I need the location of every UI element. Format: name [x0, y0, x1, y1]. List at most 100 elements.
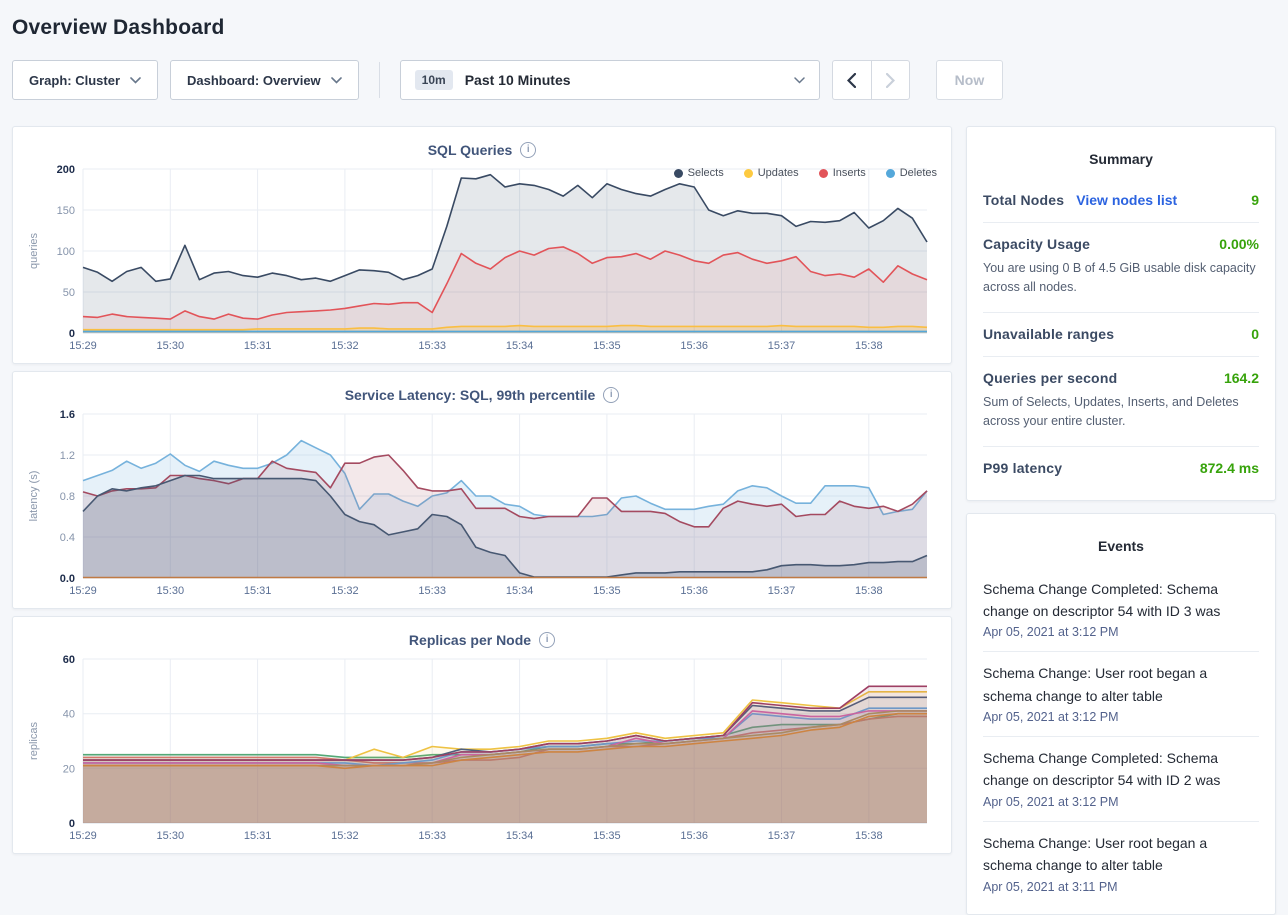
svg-text:60: 60 [63, 654, 75, 666]
event-item: Schema Change: User root began a schema … [983, 652, 1259, 738]
time-prev-button[interactable] [831, 60, 871, 100]
view-nodes-list-link[interactable]: View nodes list [1076, 192, 1178, 208]
summary-label: Capacity Usage [983, 236, 1091, 252]
svg-text:15:30: 15:30 [157, 585, 185, 597]
summary-row-total-nodes: Total Nodes View nodes list 9 [983, 179, 1259, 223]
replicas-per-node-chart-card: Replicas per Node i 15:29 15:30 15:31 15:32… [12, 616, 952, 854]
chevron-down-icon [330, 76, 342, 84]
legend-item-deletes[interactable]: Deletes [885, 167, 937, 179]
svg-text:15:31: 15:31 [244, 830, 272, 842]
svg-text:15:37: 15:37 [768, 340, 796, 352]
summary-label: Unavailable ranges [983, 325, 1115, 342]
now-button[interactable]: Now [935, 60, 1004, 100]
svg-text:1.2: 1.2 [60, 450, 75, 462]
legend-item-selects[interactable]: Selects [673, 167, 724, 179]
svg-text:20: 20 [63, 763, 75, 775]
svg-text:15:35: 15:35 [593, 585, 621, 597]
summary-row-queries-per-second: Queries per second 164.2 Sum of Selects,… [983, 357, 1259, 447]
sql-queries-chart[interactable]: 15:29 15:30 15:31 15:32 15:33 15:34 15:35 15:36… [25, 161, 939, 357]
event-timestamp: Apr 05, 2021 at 3:12 PM [983, 710, 1119, 725]
svg-text:15:35: 15:35 [593, 830, 621, 842]
legend-dot-icon [673, 168, 683, 178]
svg-text:15:37: 15:37 [768, 585, 796, 597]
svg-text:15:29: 15:29 [69, 585, 97, 597]
event-message[interactable]: Schema Change: User root began a schema … [983, 834, 1208, 874]
svg-text:15:38: 15:38 [855, 585, 883, 597]
svg-text:15:36: 15:36 [680, 830, 708, 842]
event-timestamp: Apr 05, 2021 at 3:12 PM [983, 794, 1119, 809]
legend-dot-icon [818, 168, 828, 178]
page-title: Overview Dashboard [12, 16, 225, 39]
svg-text:15:31: 15:31 [244, 585, 272, 597]
summary-label: Queries per second [983, 369, 1118, 386]
svg-text:15:29: 15:29 [69, 830, 97, 842]
svg-text:15:36: 15:36 [680, 340, 708, 352]
event-message[interactable]: Schema Change Completed: Schema change o… [983, 580, 1221, 619]
event-message[interactable]: Schema Change: User root began a schema … [983, 665, 1208, 704]
svg-text:150: 150 [57, 205, 75, 217]
svg-text:40: 40 [63, 709, 75, 721]
summary-row-p99-latency: P99 latency 872.4 ms [983, 447, 1259, 490]
svg-text:50: 50 [63, 287, 75, 299]
summary-label: Total Nodes [983, 192, 1065, 208]
svg-text:15:35: 15:35 [593, 340, 621, 352]
legend-item-updates[interactable]: Updates [743, 167, 799, 179]
svg-text:15:34: 15:34 [506, 585, 534, 597]
events-title: Events [1098, 537, 1144, 554]
svg-text:15:33: 15:33 [418, 585, 446, 597]
event-timestamp: Apr 05, 2021 at 3:12 PM [983, 625, 1119, 640]
info-icon[interactable]: i [603, 387, 620, 403]
time-next-button[interactable] [870, 60, 910, 100]
dashboard-content: SQL Queries i Selects Updates Inserts Delet… [12, 126, 1276, 915]
right-sidebar: Summary Total Nodes View nodes list 9 Ca… [966, 126, 1276, 915]
chevron-right-icon [885, 72, 895, 88]
svg-text:0: 0 [69, 818, 75, 830]
time-range-picker[interactable]: 10m Past 10 Minutes [399, 60, 820, 100]
svg-text:15:32: 15:32 [331, 830, 359, 842]
chart-title: Replicas per Node [408, 632, 532, 648]
chart-title-row: Replicas per Node i [25, 629, 939, 651]
event-timestamp: Apr 05, 2021 at 3:11 PM [983, 879, 1118, 894]
replicas-per-node-chart[interactable]: 15:29 15:30 15:31 15:32 15:33 15:34 15:35 15:36… [25, 651, 939, 847]
svg-text:200: 200 [57, 164, 75, 176]
summary-row-capacity-usage: Capacity Usage 0.00% You are using 0 B o… [983, 223, 1259, 313]
svg-text:latency (s): latency (s) [28, 471, 40, 522]
dashboard-dropdown[interactable]: Dashboard: Overview [170, 60, 359, 100]
chart-title: Service Latency: SQL, 99th percentile [344, 387, 596, 403]
summary-row-unavailable-ranges: Unavailable ranges 0 [983, 313, 1259, 357]
chart-title: SQL Queries [427, 142, 513, 158]
summary-value: 872.4 ms [1199, 459, 1259, 476]
dashboard-controls: Graph: Cluster Dashboard: Overview 10m P… [12, 60, 1276, 100]
service-latency-chart-card: Service Latency: SQL, 99th percentile i … [12, 371, 952, 609]
info-icon[interactable]: i [520, 142, 537, 158]
event-item: Schema Change Completed: Schema change o… [983, 737, 1259, 822]
svg-text:15:29: 15:29 [69, 340, 97, 352]
charts-column: SQL Queries i Selects Updates Inserts Delet… [12, 126, 952, 854]
time-nav-buttons [831, 60, 910, 100]
sql-queries-chart-card: SQL Queries i Selects Updates Inserts Delet… [12, 126, 952, 364]
chart-title-row: Service Latency: SQL, 99th percentile i [25, 384, 939, 406]
svg-text:15:34: 15:34 [506, 830, 534, 842]
svg-text:0: 0 [69, 328, 75, 340]
event-message[interactable]: Schema Change Completed: Schema change o… [983, 750, 1221, 789]
legend-item-inserts[interactable]: Inserts [818, 167, 866, 179]
chevron-down-icon [793, 76, 805, 84]
info-icon[interactable]: i [539, 632, 556, 648]
svg-text:15:38: 15:38 [855, 340, 883, 352]
svg-text:15:37: 15:37 [768, 830, 796, 842]
event-item: Schema Change: User root began a schema … [983, 822, 1259, 906]
svg-text:15:32: 15:32 [331, 340, 359, 352]
service-latency-chart[interactable]: 15:29 15:30 15:31 15:32 15:33 15:34 15:35 15:36… [25, 406, 939, 602]
summary-value: 164.2 [1223, 369, 1259, 386]
svg-text:15:32: 15:32 [331, 585, 359, 597]
summary-value: 0.00% [1219, 236, 1259, 252]
svg-text:replicas: replicas [28, 722, 40, 760]
summary-value: 9 [1251, 192, 1259, 208]
svg-text:15:38: 15:38 [855, 830, 883, 842]
legend-dot-icon [743, 168, 753, 178]
svg-text:15:31: 15:31 [244, 340, 272, 352]
graph-scope-dropdown[interactable]: Graph: Cluster [12, 60, 159, 100]
summary-label: P99 latency [983, 459, 1063, 476]
legend-dot-icon [885, 168, 895, 178]
